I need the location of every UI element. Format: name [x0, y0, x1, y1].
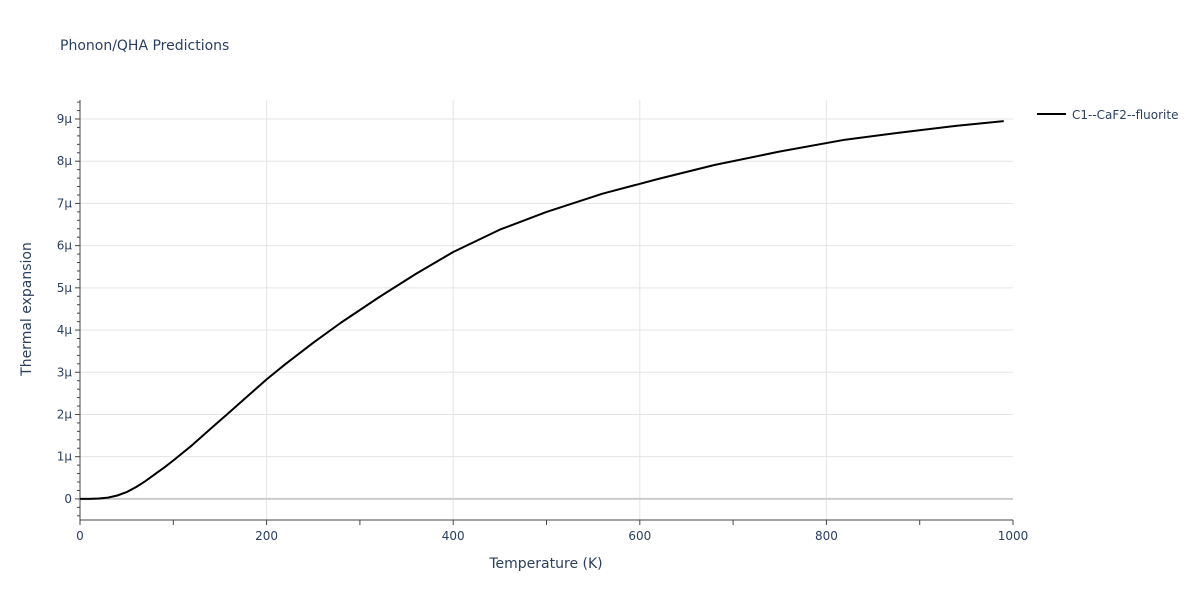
y-tick-label: 3μ	[57, 365, 73, 379]
y-tick-label: 1μ	[57, 450, 73, 464]
chart-title: Phonon/QHA Predictions	[60, 38, 229, 54]
y-tick-label: 2μ	[57, 407, 73, 421]
x-axis-title: Temperature (K)	[488, 556, 602, 572]
legend-label[interactable]: C1--CaF2--fluorite	[1072, 108, 1178, 122]
y-axis-title: Thermal expansion	[19, 242, 35, 377]
y-tick-label: 4μ	[57, 323, 73, 337]
y-tick-label: 5μ	[57, 281, 73, 295]
y-tick-label: 7μ	[57, 196, 73, 210]
y-tick-label: 6μ	[57, 239, 73, 253]
y-tick-label: 9μ	[57, 112, 73, 126]
axes: 0 1μ 2μ 3μ 4μ 5μ 6μ 7μ 8μ 9μ 0 200 400 600 800 1000	[57, 100, 1029, 543]
x-tick-label: 1000	[998, 529, 1029, 543]
legend[interactable]: C1--CaF2--fluorite	[1037, 108, 1178, 122]
grid-lines	[80, 100, 1013, 520]
series-line	[80, 120, 1004, 500]
y-tick-label: 8μ	[57, 154, 73, 168]
x-tick-label: 800	[815, 529, 838, 543]
series-layer	[80, 120, 1004, 500]
x-tick-label: 400	[442, 529, 465, 543]
y-tick-label: 0	[64, 492, 72, 506]
x-tick-label: 0	[76, 529, 84, 543]
x-tick-label: 600	[628, 529, 651, 543]
x-tick-label: 200	[255, 529, 278, 543]
